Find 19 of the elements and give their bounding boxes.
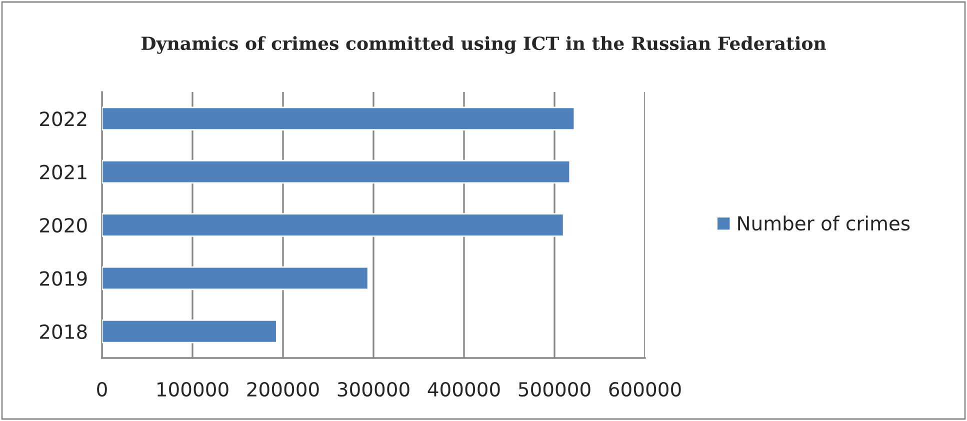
- x-tick-label: 600000: [609, 382, 681, 397]
- y-tick-label: 2021: [40, 164, 86, 180]
- y-tick-label: 2020: [40, 218, 87, 233]
- x-tick-label: 0: [97, 382, 107, 397]
- y-tick-label: 2019: [40, 271, 87, 286]
- bar: [102, 266, 369, 290]
- legend-label: Number of crimes: [738, 216, 910, 231]
- bar: [102, 320, 278, 344]
- x-tick-label: 100000: [158, 382, 228, 397]
- bar: [102, 160, 571, 184]
- bar: [102, 213, 564, 237]
- x-tick-label: 300000: [338, 382, 410, 397]
- chart-title: Dynamics of crimes committed using ICT in the Russian Federation: [141, 36, 826, 54]
- y-tick-label: 2022: [40, 112, 86, 126]
- x-tick-label: 400000: [428, 382, 500, 397]
- x-tick-label: 500000: [518, 382, 590, 397]
- bar: [102, 106, 576, 130]
- y-tick-label: 2018: [40, 324, 87, 340]
- x-tick-label: 200000: [247, 382, 319, 397]
